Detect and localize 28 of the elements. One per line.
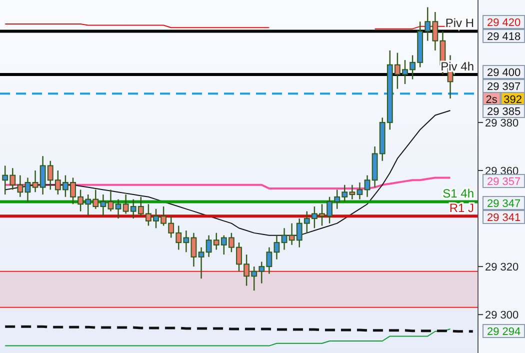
- text: 29 294: [486, 326, 521, 338]
- ref-line-label: R1 J: [449, 201, 474, 216]
- y-tick-label: 29 380: [485, 117, 519, 130]
- candlestick: [190, 232, 197, 268]
- ref-line-label: Piv H: [445, 16, 474, 30]
- ref-line-label: S1 4h: [442, 186, 474, 201]
- line-series: [4, 328, 451, 346]
- candlestick: [32, 170, 38, 193]
- text: 29 341: [486, 212, 521, 224]
- text: 29 357: [486, 176, 521, 188]
- text: 29 400: [486, 67, 521, 79]
- text: 29 347: [486, 198, 521, 210]
- y-tick-label: 29 320: [485, 262, 519, 274]
- text: 29 397: [486, 81, 521, 93]
- text: 29 420: [486, 17, 521, 29]
- y-tick-label: 29 300: [485, 310, 519, 322]
- text: 2s: [486, 94, 498, 106]
- text: 392: [504, 94, 522, 106]
- candlestick: [364, 174, 370, 198]
- candlestick: [198, 246, 204, 280]
- candlestick: [356, 182, 363, 200]
- candlestick: [281, 228, 288, 250]
- text: 29 385: [486, 106, 521, 118]
- candlestick: [274, 234, 280, 260]
- candlestick: [108, 189, 114, 212]
- candlestick: [24, 177, 31, 202]
- candlestick: [115, 198, 122, 220]
- text: 29 418: [486, 31, 521, 43]
